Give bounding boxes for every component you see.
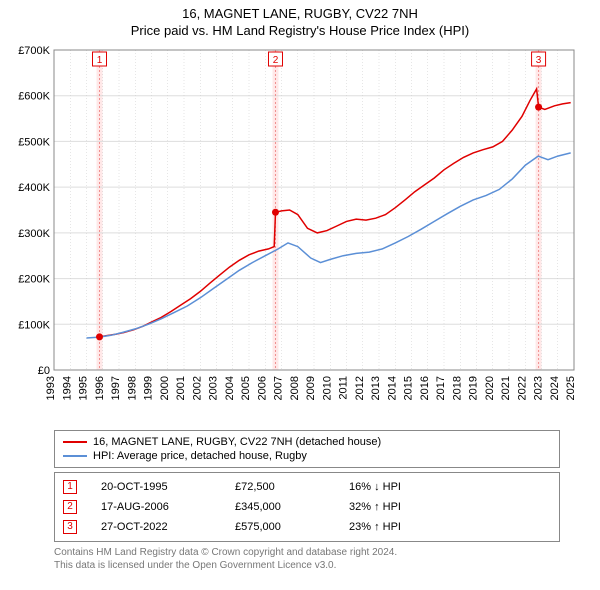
chart-subtitle: Price paid vs. HM Land Registry's House …: [10, 23, 590, 40]
y-tick-label: £200K: [18, 273, 50, 285]
series-hpi: [87, 153, 571, 338]
x-tick-label: 2009: [305, 376, 317, 400]
attribution-line1: Contains HM Land Registry data © Crown c…: [54, 546, 560, 559]
x-tick-label: 2001: [175, 376, 187, 400]
x-tick-label: 2019: [468, 376, 480, 400]
x-tick-label: 1993: [45, 376, 57, 400]
event-diff: 32% ↑ HPI: [349, 501, 449, 513]
legend-row: HPI: Average price, detached house, Rugb…: [63, 449, 551, 463]
event-price: £345,000: [235, 501, 325, 513]
event-diff: 16% ↓ HPI: [349, 481, 449, 493]
y-tick-label: £300K: [18, 228, 50, 240]
x-tick-label: 2016: [419, 376, 431, 400]
legend-row: 16, MAGNET LANE, RUGBY, CV22 7NH (detach…: [63, 435, 551, 449]
x-tick-label: 2006: [256, 376, 268, 400]
x-tick-label: 2007: [273, 376, 285, 400]
x-tick-label: 2025: [565, 376, 577, 400]
event-row: 1 20-OCT-1995 £72,500 16% ↓ HPI: [63, 477, 551, 497]
event-price: £575,000: [235, 521, 325, 533]
x-tick-label: 2018: [451, 376, 463, 400]
x-tick-label: 1997: [110, 376, 122, 400]
chart-container: 16, MAGNET LANE, RUGBY, CV22 7NH Price p…: [0, 0, 600, 590]
x-tick-label: 2020: [484, 376, 496, 400]
marker-dot: [272, 209, 279, 216]
marker-dot: [96, 333, 103, 340]
event-price: £72,500: [235, 481, 325, 493]
y-tick-label: £500K: [18, 136, 50, 148]
chart-title: 16, MAGNET LANE, RUGBY, CV22 7NH: [10, 6, 590, 23]
y-tick-label: £0: [38, 365, 50, 377]
chart-svg: £0 £100K £200K £300K £400K £500K £600K £700K 199…: [10, 44, 590, 424]
event-badge: 1: [63, 480, 77, 494]
y-tick-label: £600K: [18, 90, 50, 102]
x-tick-label: 2021: [500, 376, 512, 400]
x-tick-label: 1994: [61, 376, 73, 400]
x-tick-label: 2000: [159, 376, 171, 400]
x-tick-label: 1998: [126, 376, 138, 400]
marker-dot: [535, 103, 542, 110]
event-row: 2 17-AUG-2006 £345,000 32% ↑ HPI: [63, 497, 551, 517]
series-property: [100, 89, 571, 337]
x-tick-label: 2023: [533, 376, 545, 400]
x-tick-label: 2024: [549, 376, 561, 400]
event-date: 20-OCT-1995: [101, 481, 211, 493]
event-date: 17-AUG-2006: [101, 501, 211, 513]
x-tick-label: 1995: [78, 376, 90, 400]
x-tick-label: 2003: [208, 376, 220, 400]
x-tick-label: 2010: [321, 376, 333, 400]
legend-label: 16, MAGNET LANE, RUGBY, CV22 7NH (detach…: [93, 436, 381, 448]
x-tick-label: 2005: [240, 376, 252, 400]
x-tick-label: 2012: [354, 376, 366, 400]
marker-badge-num: 1: [97, 55, 103, 66]
y-tick-label: £100K: [18, 319, 50, 331]
x-tick-label: 2013: [370, 376, 382, 400]
x-tick-label: 2004: [224, 376, 236, 400]
marker-badge-num: 2: [273, 55, 279, 66]
x-tick-label: 2022: [516, 376, 528, 400]
event-badge: 3: [63, 520, 77, 534]
event-date: 27-OCT-2022: [101, 521, 211, 533]
legend-label: HPI: Average price, detached house, Rugb…: [93, 450, 307, 462]
x-tick-label: 2015: [403, 376, 415, 400]
attribution-line2: This data is licensed under the Open Gov…: [54, 559, 560, 572]
event-row: 3 27-OCT-2022 £575,000 23% ↑ HPI: [63, 517, 551, 537]
events-table: 1 20-OCT-1995 £72,500 16% ↓ HPI 2 17-AUG-2006…: [54, 472, 560, 542]
x-tick-label: 2014: [386, 376, 398, 400]
y-tick-label: £700K: [18, 45, 50, 57]
y-tick-label: £400K: [18, 182, 50, 194]
legend-swatch: [63, 441, 87, 443]
event-diff: 23% ↑ HPI: [349, 521, 449, 533]
legend: 16, MAGNET LANE, RUGBY, CV22 7NH (detach…: [54, 430, 560, 468]
x-tick-label: 1996: [94, 376, 106, 400]
marker-badge-num: 3: [536, 55, 542, 66]
event-badge: 2: [63, 500, 77, 514]
x-tick-label: 1999: [143, 376, 155, 400]
attribution: Contains HM Land Registry data © Crown c…: [54, 546, 560, 572]
x-tick-label: 2011: [338, 376, 350, 400]
x-tick-label: 2002: [191, 376, 203, 400]
chart-area: £0 £100K £200K £300K £400K £500K £600K £700K 199…: [10, 44, 590, 424]
x-tick-label: 2017: [435, 376, 447, 400]
x-tick-label: 2008: [289, 376, 301, 400]
legend-swatch: [63, 455, 87, 457]
